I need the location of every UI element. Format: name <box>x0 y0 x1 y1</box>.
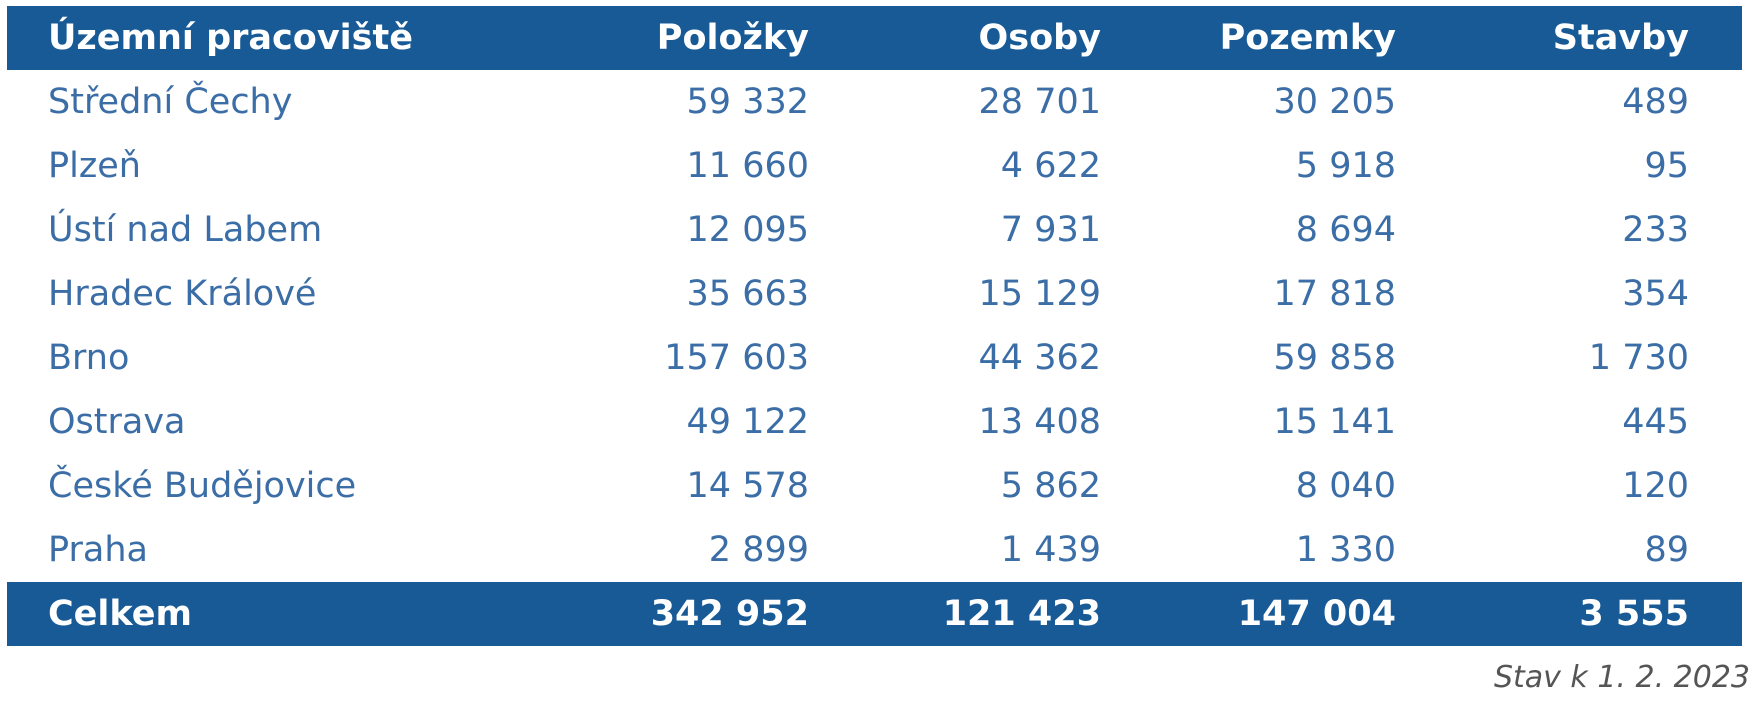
body-row: Ostrava 49 122 13 408 15 141 445 <box>7 390 1742 454</box>
cell-value: 12 095 <box>686 210 809 250</box>
cell-value: 59 858 <box>1273 338 1396 378</box>
row-label: Územní pracoviště <box>48 18 413 58</box>
cell-value: 15 141 <box>1273 402 1396 442</box>
cell-value: 1 730 <box>1588 338 1689 378</box>
cell-value: 14 578 <box>686 466 809 506</box>
cell-value: 30 205 <box>1273 82 1396 122</box>
row-label: Střední Čechy <box>48 82 293 122</box>
cell-value: Osoby <box>978 18 1102 58</box>
body-row: Hradec Králové 35 663 15 129 17 818 354 <box>7 262 1742 326</box>
cell-value: 95 <box>1644 146 1689 186</box>
row-label: Ústí nad Labem <box>48 210 323 250</box>
cell-value: 7 931 <box>1000 210 1101 250</box>
cell-value: Položky <box>656 18 809 58</box>
body-row: Praha 2 899 1 439 1 330 89 <box>7 518 1742 582</box>
cell-value: 2 899 <box>708 530 809 570</box>
row-label: Ostrava <box>48 402 186 442</box>
cell-value: 13 408 <box>978 402 1101 442</box>
cell-value: 4 622 <box>1000 146 1101 186</box>
cell-value: 120 <box>1622 466 1689 506</box>
row-label: České Budějovice <box>48 466 357 506</box>
head-row: Územní pracoviště Položky Osoby Pozemky Stav… <box>7 6 1742 70</box>
cell-value: 35 663 <box>686 274 809 314</box>
cell-value: 5 918 <box>1295 146 1396 186</box>
cell-value: 121 423 <box>942 594 1101 634</box>
cell-value: 17 818 <box>1273 274 1396 314</box>
cell-value: 342 952 <box>650 594 809 634</box>
cell-value: Stavby <box>1552 18 1689 58</box>
cell-value: 49 122 <box>686 402 809 442</box>
cell-value: 89 <box>1644 530 1689 570</box>
row-label: Praha <box>48 530 148 570</box>
row-label: Celkem <box>48 594 192 634</box>
body-row: Střední Čechy 59 332 28 701 30 205 489 <box>7 70 1742 134</box>
row-label: Hradec Králové <box>48 274 317 314</box>
cell-value: 157 603 <box>664 338 809 378</box>
cell-value: 5 862 <box>1000 466 1101 506</box>
row-label: Plzeň <box>48 146 141 186</box>
cell-value: 1 439 <box>1000 530 1101 570</box>
cell-value: 59 332 <box>686 82 809 122</box>
cell-value: 44 362 <box>978 338 1101 378</box>
cell-value: 8 040 <box>1295 466 1396 506</box>
cell-value: 15 129 <box>978 274 1101 314</box>
body-row: Plzeň 11 660 4 622 5 918 95 <box>7 134 1742 198</box>
cell-value: 233 <box>1622 210 1689 250</box>
cell-value: 1 330 <box>1295 530 1396 570</box>
row-label: Brno <box>48 338 130 378</box>
cell-value: 147 004 <box>1237 594 1396 634</box>
footnote: Stav k 1. 2. 2023 <box>1493 660 1750 695</box>
cell-value: 11 660 <box>686 146 809 186</box>
body-row: Ústí nad Labem 12 095 7 931 8 694 233 <box>7 198 1742 262</box>
cell-value: 3 555 <box>1579 594 1689 634</box>
cell-value: 28 701 <box>978 82 1101 122</box>
body-row: České Budějovice 14 578 5 862 8 040 120 <box>7 454 1742 518</box>
cell-value: 489 <box>1622 82 1689 122</box>
cell-value: Pozemky <box>1219 18 1396 58</box>
cell-value: 445 <box>1622 402 1689 442</box>
table: Územní pracoviště Položky Osoby Pozemky Stav… <box>7 6 1742 646</box>
total-row: Celkem 342 952 121 423 147 004 3 555 <box>7 582 1742 646</box>
cell-value: 354 <box>1622 274 1689 314</box>
cell-value: 8 694 <box>1295 210 1396 250</box>
body-row: Brno 157 603 44 362 59 858 1 730 <box>7 326 1742 390</box>
